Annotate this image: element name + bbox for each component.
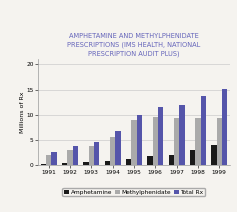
Bar — [89, 146, 94, 165]
Bar — [62, 163, 67, 165]
Bar — [131, 120, 137, 165]
Bar — [222, 89, 227, 165]
Legend: Amphetamine, Methylphenidate, Total Rx: Amphetamine, Methylphenidate, Total Rx — [63, 188, 205, 196]
Bar — [195, 118, 201, 165]
Bar — [73, 146, 78, 165]
Bar — [174, 118, 179, 165]
Bar — [105, 161, 110, 165]
Bar — [41, 164, 46, 165]
Bar — [126, 159, 131, 165]
Bar — [110, 137, 115, 165]
Bar — [46, 155, 51, 165]
Bar — [94, 142, 99, 165]
Y-axis label: Millions of Rx: Millions of Rx — [20, 92, 25, 133]
Bar — [201, 96, 206, 165]
Bar — [137, 115, 142, 165]
Bar — [169, 155, 174, 165]
Bar — [211, 145, 217, 165]
Bar — [158, 107, 163, 165]
Bar — [179, 105, 185, 165]
Bar — [115, 131, 121, 165]
Bar — [83, 162, 89, 165]
Bar — [67, 150, 73, 165]
Bar — [147, 156, 153, 165]
Bar — [51, 152, 57, 165]
Bar — [217, 118, 222, 165]
Bar — [190, 150, 195, 165]
Title: AMPHETAMINE AND METHYLPHENIDATE
PRESCRIPTIONS (IMS HEALTH, NATIONAL
PRESCRIPTION: AMPHETAMINE AND METHYLPHENIDATE PRESCRIP… — [67, 33, 201, 57]
Bar — [153, 117, 158, 165]
